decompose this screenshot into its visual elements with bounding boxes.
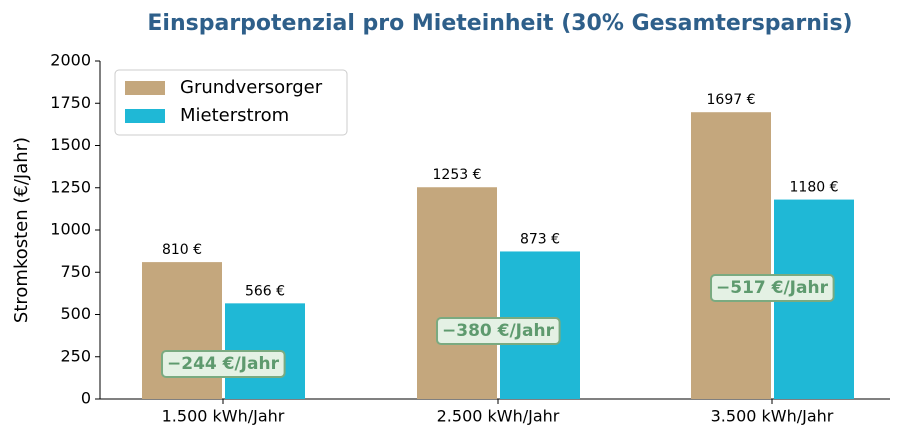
y-tick-label: 0 [81,389,91,408]
value-label: 810 € [162,242,202,258]
y-tick-label: 250 [60,346,91,365]
annotation-text: −517 €/Jahr [716,278,829,298]
annotation-box [710,274,835,302]
y-tick-label: 2000 [50,51,91,70]
value-label: 1180 € [790,180,839,196]
annotation-box [436,317,561,345]
y-tick-label: 1250 [50,177,91,196]
y-tick-label: 750 [60,262,91,281]
y-tick-label: 1000 [50,220,91,239]
legend-label: Grundversorger [180,77,323,98]
legend-box [114,69,348,136]
legend-swatch [125,81,165,95]
y-tick-label: 500 [60,304,91,323]
bar [691,112,771,399]
bar [142,262,222,399]
value-label: 873 € [520,231,560,247]
annotation: −517 €/Jahr [710,274,835,302]
legend-swatch [125,109,165,123]
x-tick-label: 3.500 kWh/Jahr [711,407,834,426]
y-tick-label: 1500 [50,135,91,154]
chart-title: Einsparpotenzial pro Mieteinheit (30% Ge… [147,11,852,36]
annotation-box [161,350,286,378]
annotation: −380 €/Jahr [436,317,561,345]
value-label: 1253 € [433,167,482,183]
legend-label: Mieterstrom [180,105,289,126]
annotation-text: −244 €/Jahr [167,354,280,374]
bar [417,187,497,399]
value-label: 1697 € [707,92,756,108]
y-axis-label: Stromkosten (€/Jahr) [11,137,32,323]
annotation-text: −380 €/Jahr [442,321,555,341]
value-label: 566 € [245,283,285,299]
x-tick-label: 2.500 kWh/Jahr [437,407,560,426]
legend: Grundversorger Mieterstrom [114,69,348,136]
y-tick-label: 1750 [50,93,91,112]
x-tick-label: 1.500 kWh/Jahr [162,407,285,426]
annotation: −244 €/Jahr [161,350,286,378]
